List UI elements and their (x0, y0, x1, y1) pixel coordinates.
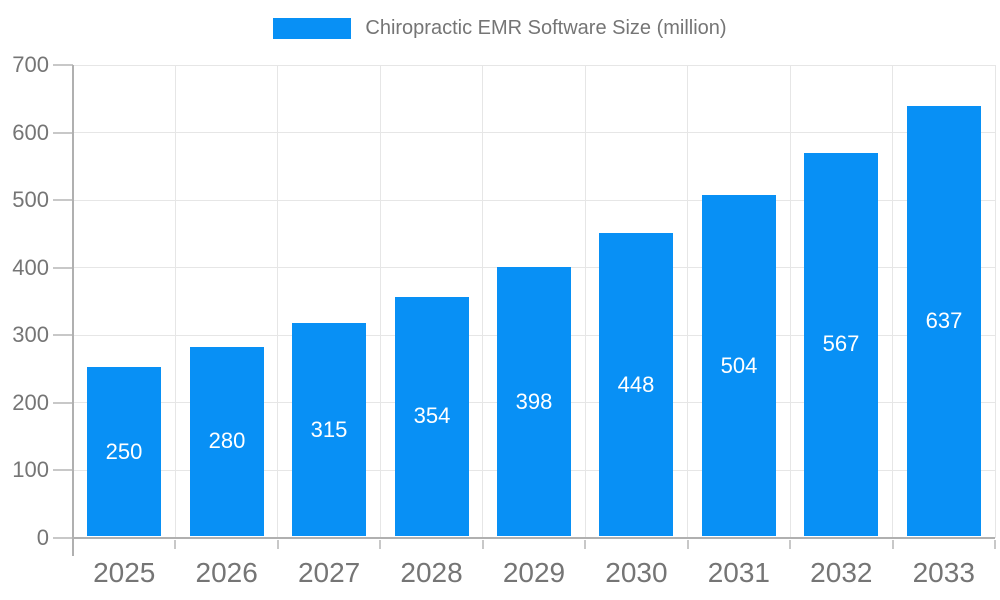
bar-2030[interactable]: 448 (599, 233, 673, 536)
y-tick-mark (53, 199, 73, 202)
x-tick-mark (789, 540, 792, 549)
y-tick-mark (53, 266, 73, 269)
y-tick-label: 0 (36, 525, 49, 550)
y-tick-label: 200 (12, 389, 49, 415)
bar-2025[interactable]: 250 (87, 367, 161, 536)
x-axis-line (73, 537, 995, 539)
y-gridline (73, 132, 995, 134)
bar-value-label: 315 (310, 416, 348, 442)
x-tick-mark (994, 540, 996, 549)
x-gridline (994, 65, 996, 538)
y-tick-mark (53, 469, 73, 472)
bar-value-label: 354 (413, 403, 451, 429)
legend-label: Chiropractic EMR Software Size (million) (365, 17, 727, 39)
bar-value-label: 398 (515, 388, 553, 414)
x-tick-mark (584, 540, 587, 549)
x-tick-label: 2031 (707, 557, 771, 588)
x-gridline (482, 65, 484, 538)
x-tick-mark (379, 540, 382, 549)
y-tick-label: 700 (12, 52, 49, 77)
x-tick-mark (481, 540, 484, 549)
x-tick-label: 2033 (912, 557, 975, 588)
x-tick-mark (891, 540, 894, 549)
y-tick-mark (53, 537, 73, 539)
bar-2032[interactable]: 567 (804, 152, 878, 536)
bar-2028[interactable]: 354 (395, 296, 469, 536)
x-gridline (687, 65, 689, 538)
bar-value-label: 280 (208, 428, 246, 454)
y-tick-mark (53, 64, 73, 66)
y-gridline (73, 199, 995, 201)
y-tick-mark (53, 131, 73, 134)
x-tick-label: 2025 (93, 557, 156, 588)
bar-value-label: 448 (617, 371, 655, 397)
legend-item[interactable]: Chiropractic EMR Software Size (million) (0, 18, 1000, 39)
bar-2029[interactable]: 398 (497, 267, 571, 536)
x-tick-label: 2032 (810, 557, 873, 588)
bar-2031[interactable]: 504 (702, 195, 776, 536)
x-tick-label: 2028 (400, 557, 463, 588)
bar-2033[interactable]: 637 (907, 105, 981, 536)
y-gridline (73, 64, 995, 66)
x-gridline (379, 65, 381, 538)
y-tick-mark (53, 401, 73, 404)
x-tick-mark (174, 540, 177, 549)
y-tick-label: 600 (12, 119, 49, 145)
bar-2026[interactable]: 280 (190, 346, 264, 536)
bar-value-label: 250 (105, 438, 143, 464)
y-tick-label: 400 (12, 254, 49, 280)
x-tick-label: 2029 (502, 557, 566, 588)
x-tick-label: 2026 (195, 557, 258, 588)
y-axis-line (72, 65, 74, 556)
legend-swatch (273, 18, 352, 39)
x-gridline (789, 65, 791, 538)
bar-value-label: 637 (925, 307, 963, 333)
x-gridline (174, 65, 176, 538)
x-gridline (584, 65, 586, 538)
y-tick-mark (53, 334, 73, 337)
y-tick-label: 300 (12, 322, 49, 348)
bar-2027[interactable]: 315 (292, 323, 366, 536)
x-gridline (892, 65, 894, 538)
y-tick-label: 100 (12, 457, 49, 483)
x-tick-label: 2030 (605, 557, 668, 588)
x-tick-label: 2027 (297, 557, 361, 588)
x-gridline (277, 65, 279, 538)
x-tick-mark (276, 540, 279, 549)
bar-value-label: 567 (822, 331, 860, 357)
x-tick-mark (686, 540, 689, 549)
y-tick-label: 500 (12, 187, 49, 213)
bar-value-label: 504 (720, 352, 758, 378)
